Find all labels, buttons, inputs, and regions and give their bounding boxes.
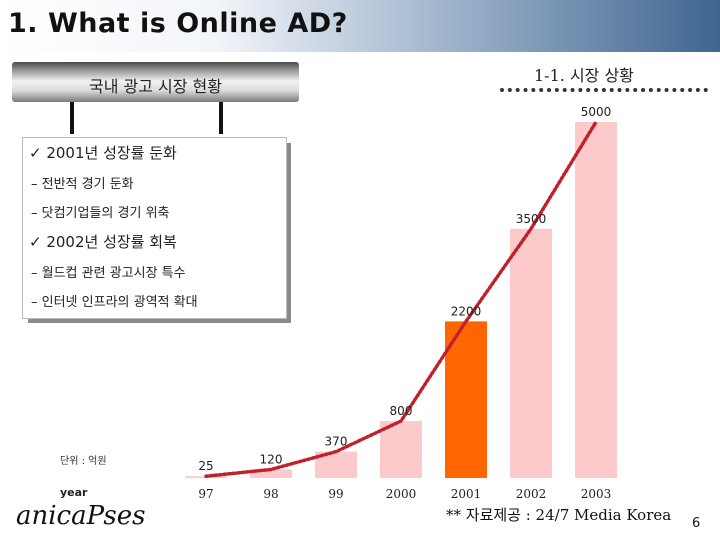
info-line: – 전반적 경기 둔화 (31, 177, 134, 192)
anicapses-logo: anicaPses (16, 501, 146, 531)
x-tick-2001: 2001 (451, 487, 482, 501)
value-label-99: 370 (325, 435, 348, 449)
value-label-98: 120 (260, 452, 283, 466)
bar-2001 (445, 321, 487, 478)
x-tick-97: 97 (198, 487, 213, 501)
section-underline (500, 88, 708, 92)
logo-text: anicaPses (16, 501, 146, 531)
labels-layer: 25 97 120 98 370 99 800 2000 2200 2001 3500 2002 500… (198, 105, 611, 501)
x-tick-2000: 2000 (386, 487, 417, 501)
banner: 국내 광고 시장 현황 (12, 62, 299, 102)
info-line: – 월드컵 관련 광고시장 특수 (31, 266, 186, 281)
bars-layer (185, 122, 617, 478)
header-bar (0, 0, 720, 52)
unit-label: 단위 : 억원 (60, 456, 107, 467)
value-label-2002: 3500 (516, 212, 547, 226)
value-label-2000: 800 (390, 404, 413, 418)
trend-line (204, 120, 598, 478)
bar-2003 (575, 122, 617, 478)
info-line: – 닷컴기업들의 경기 위축 (31, 206, 170, 221)
x-tick-99: 99 (328, 487, 343, 501)
info-line: ✓ 2002년 성장률 회복 (29, 233, 177, 251)
slide-title: 1. What is Online AD? (8, 8, 348, 39)
bar-2000 (380, 421, 422, 478)
bar-2002 (510, 228, 552, 478)
source-label: ** 자료제공 : 24/7 Media Korea (446, 506, 672, 524)
x-tick-2003: 2003 (581, 487, 612, 501)
year-label: year (60, 486, 88, 499)
x-tick-2002: 2002 (516, 487, 547, 501)
value-label-97: 25 (198, 459, 213, 473)
bar-98 (250, 469, 292, 478)
banner-text: 국내 광고 시장 현황 (88, 77, 223, 96)
page-number: 6 (692, 516, 701, 531)
value-label-2001: 2200 (451, 304, 482, 318)
info-box: ✓ 2001년 성장률 둔화 – 전반적 경기 둔화 – 닷컴기업들의 경기 위… (22, 137, 287, 319)
info-line: – 인터넷 인프라의 광역적 확대 (31, 295, 198, 310)
info-line: ✓ 2001년 성장률 둔화 (29, 144, 177, 162)
banner-connector-right (219, 102, 223, 134)
banner-connector-left (70, 102, 74, 134)
section-label: 1-1. 시장 상황 (534, 66, 634, 85)
x-tick-98: 98 (263, 487, 278, 501)
value-label-2003: 5000 (581, 105, 612, 119)
